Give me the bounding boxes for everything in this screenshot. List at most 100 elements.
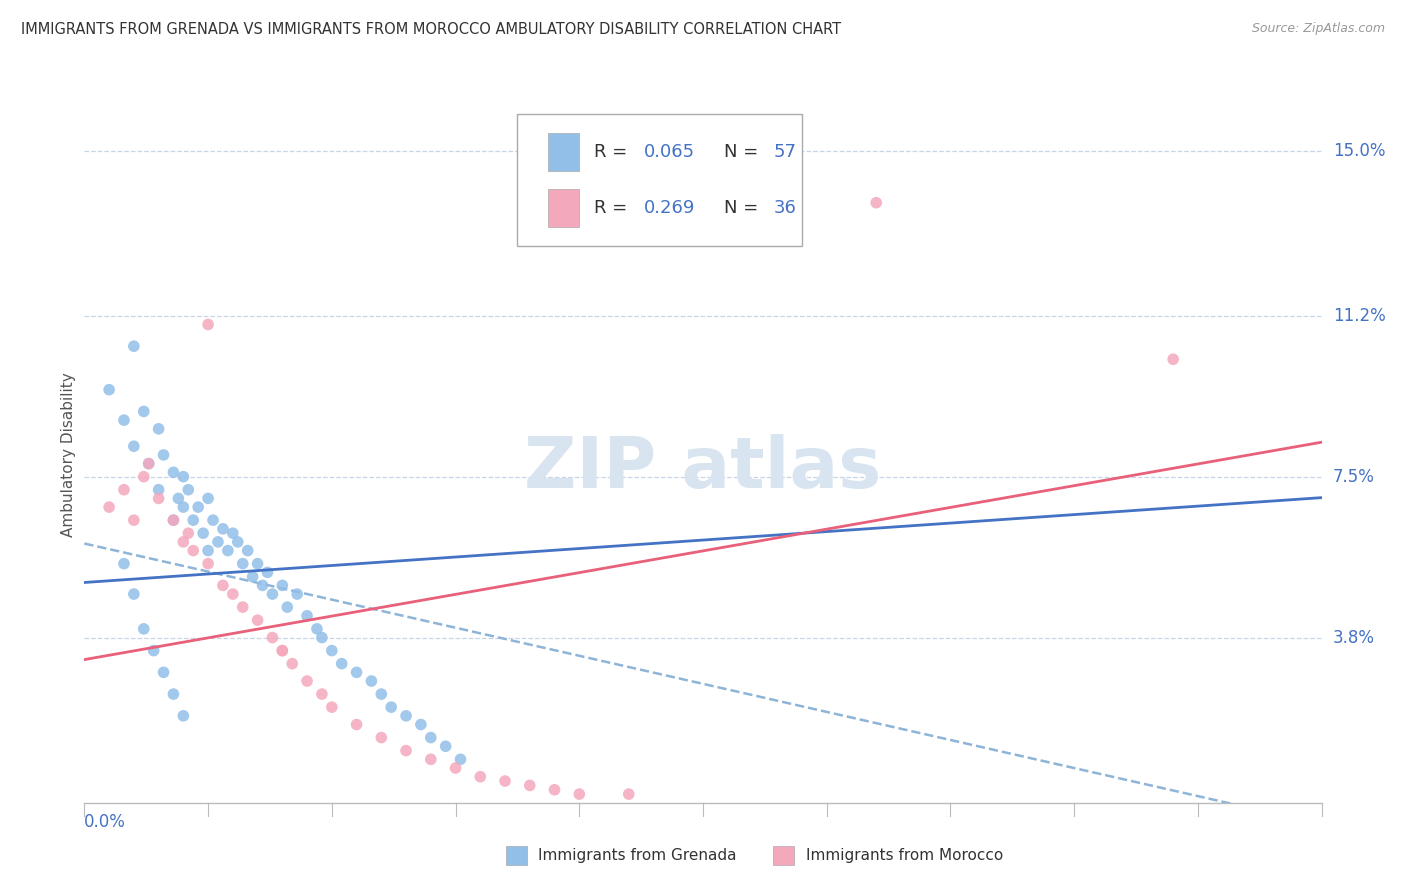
Point <box>360 674 382 689</box>
Point <box>246 557 269 571</box>
Point <box>222 526 245 541</box>
Point <box>617 787 640 801</box>
Point <box>444 761 467 775</box>
Text: 0.065: 0.065 <box>644 144 695 161</box>
Point <box>434 739 457 754</box>
Point <box>197 491 219 506</box>
Text: Source: ZipAtlas.com: Source: ZipAtlas.com <box>1251 22 1385 36</box>
Point <box>321 643 343 657</box>
Point <box>217 543 239 558</box>
Text: ZIP atlas: ZIP atlas <box>524 434 882 503</box>
Point <box>202 513 225 527</box>
Point <box>148 422 170 436</box>
Point <box>409 717 432 731</box>
Point <box>865 195 887 210</box>
Text: 7.5%: 7.5% <box>1333 467 1375 485</box>
Point <box>519 778 541 792</box>
FancyBboxPatch shape <box>548 133 579 171</box>
Point <box>543 782 565 797</box>
Text: 15.0%: 15.0% <box>1333 142 1385 160</box>
Text: 3.8%: 3.8% <box>1333 629 1375 647</box>
Point <box>142 643 165 657</box>
Point <box>162 513 184 527</box>
Point <box>1161 352 1184 367</box>
Point <box>177 526 200 541</box>
Point <box>191 526 214 541</box>
Point <box>222 587 245 601</box>
Point <box>167 491 190 506</box>
Point <box>138 457 160 471</box>
Point <box>271 578 294 592</box>
Point <box>148 491 170 506</box>
Point <box>494 774 516 789</box>
Point <box>419 752 441 766</box>
Point <box>271 643 294 657</box>
Y-axis label: Ambulatory Disability: Ambulatory Disability <box>60 373 76 537</box>
Point <box>132 404 155 418</box>
Point <box>276 600 298 615</box>
Text: 11.2%: 11.2% <box>1333 307 1385 325</box>
Point <box>162 687 184 701</box>
Text: 0.269: 0.269 <box>644 199 695 217</box>
Point <box>395 708 418 723</box>
Point <box>256 566 278 580</box>
Point <box>172 708 194 723</box>
Point <box>212 522 235 536</box>
Point <box>197 543 219 558</box>
Point <box>295 608 318 623</box>
Point <box>232 600 254 615</box>
Point <box>295 674 318 689</box>
Point <box>177 483 200 497</box>
Text: R =: R = <box>595 144 633 161</box>
Point <box>98 500 121 514</box>
Point <box>370 687 392 701</box>
Point <box>262 631 284 645</box>
Point <box>380 700 402 714</box>
Text: 0.0%: 0.0% <box>84 814 127 831</box>
Text: Immigrants from Morocco: Immigrants from Morocco <box>806 848 1002 863</box>
Point <box>330 657 353 671</box>
Point <box>122 339 145 353</box>
Point <box>122 513 145 527</box>
Point <box>470 770 492 784</box>
Text: Immigrants from Grenada: Immigrants from Grenada <box>538 848 737 863</box>
Point <box>148 483 170 497</box>
Point <box>152 448 174 462</box>
Point <box>112 557 135 571</box>
Text: 36: 36 <box>773 199 796 217</box>
Text: 57: 57 <box>773 144 797 161</box>
Point <box>242 570 264 584</box>
Point <box>181 543 204 558</box>
Point <box>122 439 145 453</box>
Point <box>112 413 135 427</box>
Text: N =: N = <box>724 144 763 161</box>
Point <box>172 469 194 483</box>
Point <box>162 466 184 480</box>
Point <box>212 578 235 592</box>
FancyBboxPatch shape <box>548 189 579 227</box>
Point <box>370 731 392 745</box>
Point <box>262 587 284 601</box>
Point <box>181 513 204 527</box>
Point <box>305 622 328 636</box>
Point <box>568 787 591 801</box>
Point <box>197 318 219 332</box>
Point <box>172 535 194 549</box>
Point <box>162 513 184 527</box>
Point <box>232 557 254 571</box>
Point <box>132 622 155 636</box>
Point <box>311 687 333 701</box>
Text: IMMIGRANTS FROM GRENADA VS IMMIGRANTS FROM MOROCCO AMBULATORY DISABILITY CORRELA: IMMIGRANTS FROM GRENADA VS IMMIGRANTS FR… <box>21 22 841 37</box>
Point <box>226 535 249 549</box>
Text: R =: R = <box>595 199 633 217</box>
Point <box>311 631 333 645</box>
Point <box>271 643 294 657</box>
Point <box>187 500 209 514</box>
Point <box>98 383 121 397</box>
Point <box>450 752 472 766</box>
Point <box>285 587 308 601</box>
Point <box>172 500 194 514</box>
Point <box>112 483 135 497</box>
Point <box>419 731 441 745</box>
Text: N =: N = <box>724 199 763 217</box>
